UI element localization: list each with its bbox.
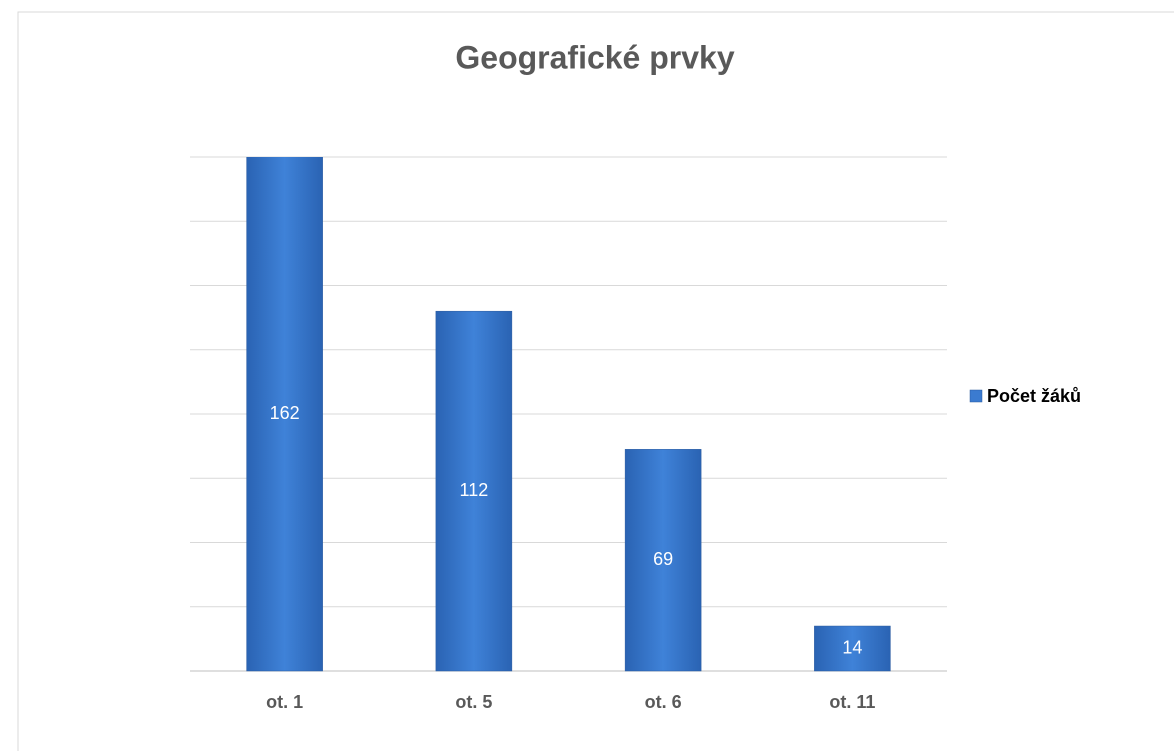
data-label: 162	[270, 403, 300, 423]
plot-area	[246, 157, 891, 672]
chart-title: Geografické prvky	[455, 39, 734, 75]
data-label: 112	[460, 480, 489, 500]
data-label: 69	[653, 549, 673, 569]
legend-swatch	[969, 389, 983, 403]
x-tick-label: ot. 1	[266, 692, 303, 712]
legend-label: Počet žáků	[987, 386, 1081, 406]
data-label: 14	[842, 637, 862, 657]
bar	[246, 157, 323, 672]
bar	[814, 625, 891, 672]
bar	[435, 310, 513, 672]
x-tick-label: ot. 11	[829, 692, 875, 712]
chart-frame	[17, 11, 1174, 751]
bar	[624, 449, 702, 672]
x-tick-label: ot. 5	[455, 692, 492, 712]
x-tick-label: ot. 6	[645, 692, 682, 712]
